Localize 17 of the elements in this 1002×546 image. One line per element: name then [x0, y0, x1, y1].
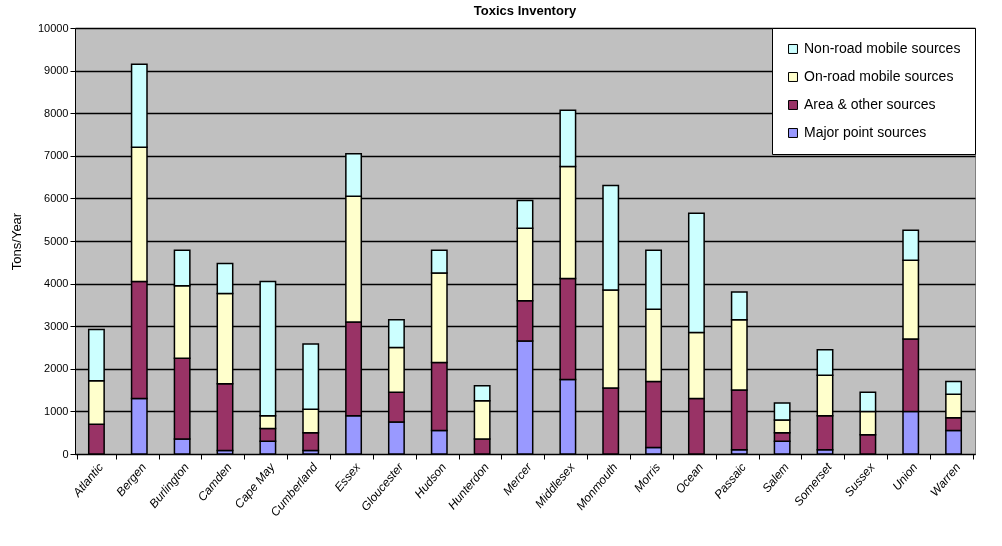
y-tick-label: 3000	[44, 319, 69, 332]
y-tick-label: 5000	[44, 234, 69, 247]
y-tick-label: 0	[62, 447, 69, 460]
y-tick-label: 2000	[44, 362, 69, 375]
chart-title: Toxics Inventory	[473, 3, 577, 18]
y-tick-label: 9000	[44, 64, 69, 77]
y-tick-label: 4000	[44, 277, 69, 290]
y-tick-label: 7000	[44, 149, 69, 162]
legend-label: Major point sources	[804, 124, 927, 140]
y-tick-label: 10000	[37, 21, 69, 34]
y-tick-label: 8000	[44, 106, 69, 119]
y-tick-label: 6000	[44, 191, 69, 204]
y-tick-label: 1000	[44, 404, 69, 417]
legend-label: Area & other sources	[804, 96, 936, 112]
y-axis-title: Tons/Year	[8, 212, 24, 271]
legend-label: Non-road mobile sources	[804, 40, 961, 56]
legend-label: On-road mobile sources	[804, 68, 954, 84]
